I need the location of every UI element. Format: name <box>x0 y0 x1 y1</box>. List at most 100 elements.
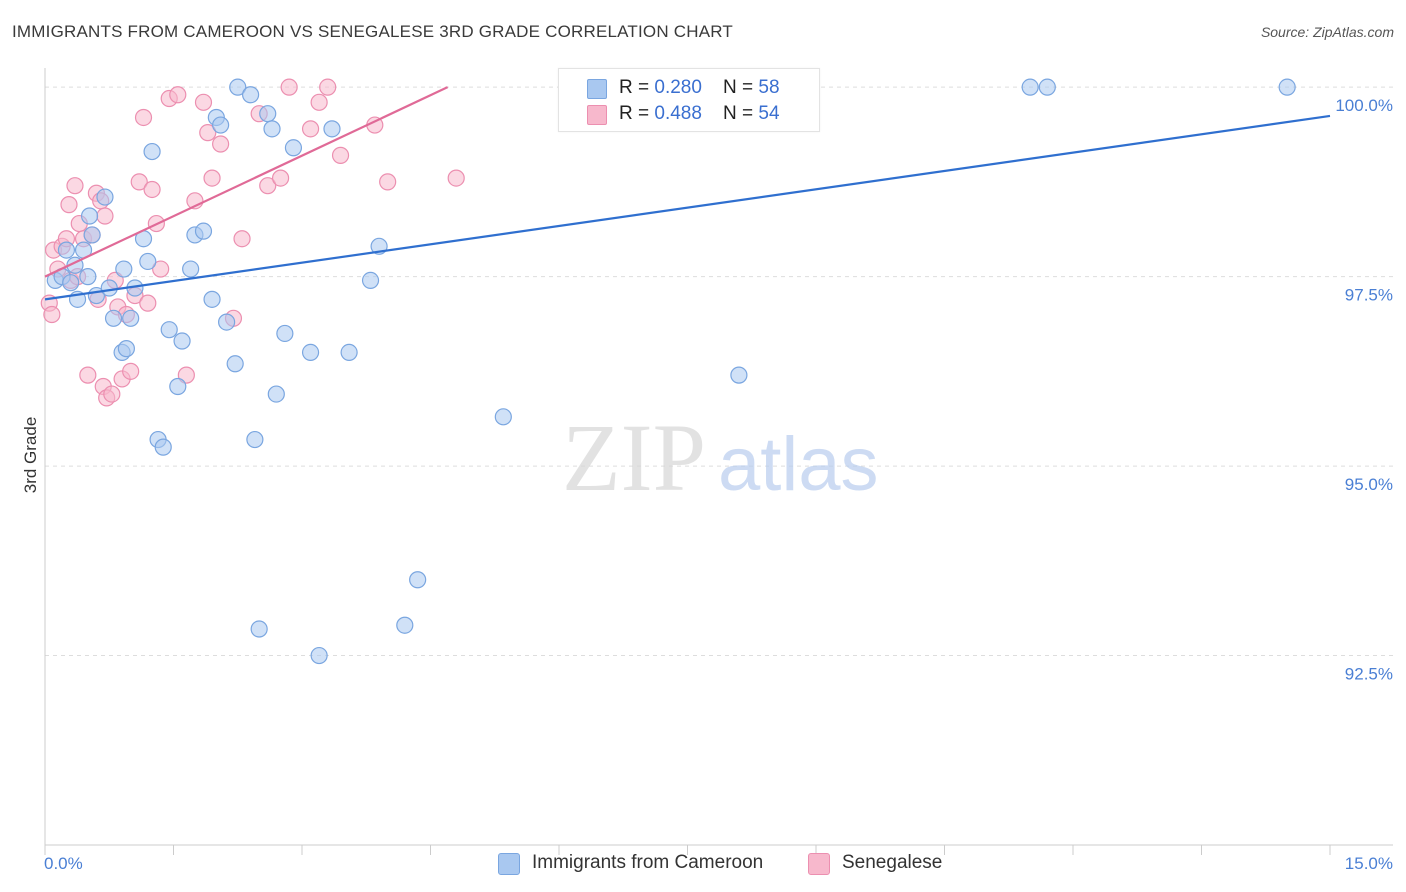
senegalese-point <box>152 260 170 278</box>
senegalese-point <box>143 180 161 199</box>
senegalese-point <box>134 108 153 127</box>
cameroon-point <box>122 309 140 327</box>
legend-label-senegalese: Senegalese <box>842 852 943 873</box>
x-tick-label-left: 0.0% <box>44 854 83 873</box>
axes <box>44 68 1393 855</box>
cameroon-point <box>218 313 236 331</box>
cameroon-points <box>46 78 1296 665</box>
cameroon-point <box>1278 78 1296 96</box>
cameroon-point <box>80 207 99 225</box>
cameroon-point <box>396 616 414 634</box>
senegalese-point <box>319 78 337 96</box>
cameroon-point <box>62 274 80 292</box>
legend-text: R = 0.280 N = 58 <box>619 77 780 99</box>
senegalese-point <box>271 169 290 187</box>
y-tick-label: 100.0% <box>1335 96 1393 115</box>
cameroon-point <box>182 260 200 278</box>
senegalese-point <box>130 173 148 191</box>
senegalese-point <box>194 93 213 111</box>
watermark: ZIP atlas <box>562 404 879 511</box>
cameroon-point <box>96 188 114 206</box>
n-value: 54 <box>758 103 780 124</box>
senegalese-point <box>310 93 328 111</box>
cameroon-point <box>284 139 303 157</box>
senegalese-point <box>203 169 221 187</box>
cameroon-point <box>169 377 187 396</box>
senegalese-point <box>96 207 114 225</box>
cameroon-point <box>409 571 427 589</box>
watermark-zip: ZIP <box>562 404 706 511</box>
correlation-legend: R = 0.280 N = 58 R = 0.488 N = 54 <box>558 68 820 132</box>
cameroon-point <box>79 268 97 286</box>
n-value: 58 <box>758 77 780 98</box>
cameroon-point <box>267 385 285 403</box>
cameroon-point <box>259 105 277 123</box>
cameroon-point <box>361 271 380 290</box>
cameroon-point <box>1021 78 1039 96</box>
senegalese-point <box>447 169 465 187</box>
legend-swatch-pink <box>587 105 607 125</box>
cameroon-point <box>154 438 172 456</box>
cameroon-point <box>173 332 191 350</box>
cameroon-point <box>494 408 512 426</box>
legend-label-cameroon: Immigrants from Cameroon <box>532 852 764 873</box>
cameroon-point <box>104 309 123 327</box>
senegalese-point <box>199 124 217 142</box>
senegalese-point <box>60 196 78 214</box>
senegalese-point <box>177 366 195 384</box>
chart-title: IMMIGRANTS FROM CAMEROON VS SENEGALESE 3… <box>12 22 733 41</box>
senegalese-points <box>40 78 465 407</box>
cameroon-point <box>100 279 118 297</box>
senegalese-point <box>103 385 121 403</box>
cameroon-point <box>57 241 76 259</box>
cameroon-point <box>263 120 281 138</box>
cameroon-point <box>194 222 213 240</box>
cameroon-point <box>117 340 135 358</box>
senegalese-point <box>169 86 187 104</box>
r-value: 0.280 <box>654 77 702 98</box>
legend-text: R = 0.488 N = 54 <box>619 103 780 125</box>
cameroon-point <box>139 252 157 271</box>
gridlines <box>45 86 1393 657</box>
senegalese-point <box>122 362 140 380</box>
y-tick-label: 92.5% <box>1345 665 1393 684</box>
cameroon-point <box>340 343 358 362</box>
legend-swatch-blue <box>498 853 520 875</box>
cameroon-point <box>246 430 264 449</box>
senegalese-trend-line <box>44 86 449 278</box>
cameroon-point <box>250 620 268 638</box>
cameroon-point <box>323 120 341 138</box>
x-tick-label-right: 15.0% <box>1345 854 1393 873</box>
cameroon-point <box>242 86 260 104</box>
cameroon-point <box>1038 78 1056 96</box>
y-axis-label: 3rd Grade <box>21 417 40 494</box>
cameroon-point <box>203 290 221 308</box>
cameroon-point <box>212 116 230 134</box>
senegalese-point <box>301 120 320 138</box>
cameroon-point <box>276 324 294 343</box>
senegalese-point <box>233 230 251 248</box>
n-label: N = <box>723 103 759 124</box>
y-tick-label: 97.5% <box>1345 286 1393 305</box>
cameroon-point <box>83 226 101 244</box>
senegalese-point <box>79 366 97 384</box>
senegalese-point <box>331 146 350 164</box>
senegalese-point <box>66 177 84 195</box>
cameroon-point <box>115 260 133 278</box>
senegalese-point <box>259 177 277 195</box>
cameroon-point <box>226 355 244 373</box>
cameroon-point <box>143 142 161 161</box>
cameroon-point <box>310 646 328 665</box>
y-tick-label: 95.0% <box>1345 475 1393 494</box>
legend-swatch-pink <box>808 853 830 875</box>
source-label: Source: ZipAtlas.com <box>1260 24 1394 40</box>
senegalese-point <box>280 78 298 96</box>
trend-lines <box>44 86 1331 301</box>
senegalese-point <box>379 173 397 191</box>
senegalese-point <box>139 294 157 312</box>
senegalese-point <box>212 135 230 153</box>
senegalese-point <box>43 305 61 324</box>
cameroon-point <box>301 343 320 362</box>
n-label: N = <box>723 77 759 98</box>
